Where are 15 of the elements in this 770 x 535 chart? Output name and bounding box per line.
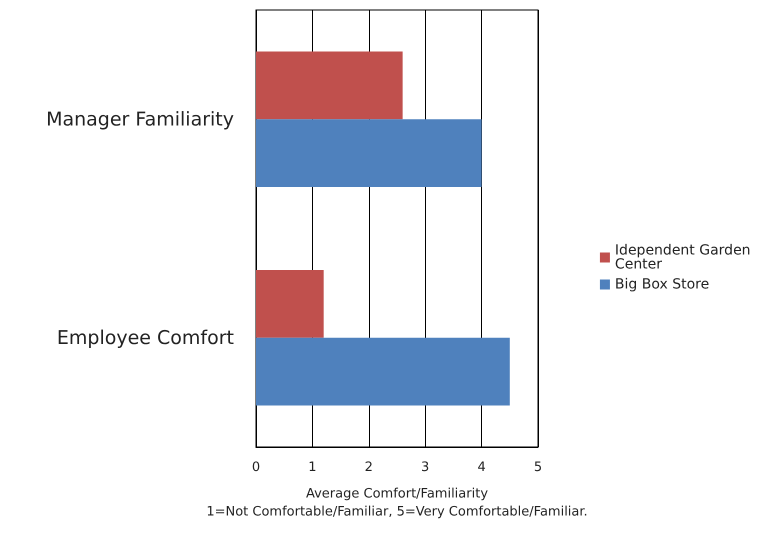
y-tick-label: Manager Familiarity (46, 108, 234, 130)
bar (256, 119, 482, 187)
x-tick-label: 2 (364, 460, 373, 475)
x-tick-label: 4 (477, 460, 486, 475)
x-tick-label: 1 (308, 460, 317, 475)
x-tick-label: 0 (252, 460, 260, 475)
bar (256, 270, 324, 338)
legend-label: Big Box Store (614, 276, 710, 292)
bar (256, 52, 403, 120)
x-tick-label: 3 (421, 460, 430, 475)
x-tick-label: 5 (534, 460, 542, 475)
x-axis-title: Average Comfort/Familiarity 1=Not Comfortable/Familiar, 5=Very Comfortable/Familiar. (206, 486, 588, 520)
y-tick-label: Employee Comfort (56, 326, 234, 349)
legend-label: Idependent Garden Center (614, 242, 756, 272)
bar (256, 338, 510, 406)
